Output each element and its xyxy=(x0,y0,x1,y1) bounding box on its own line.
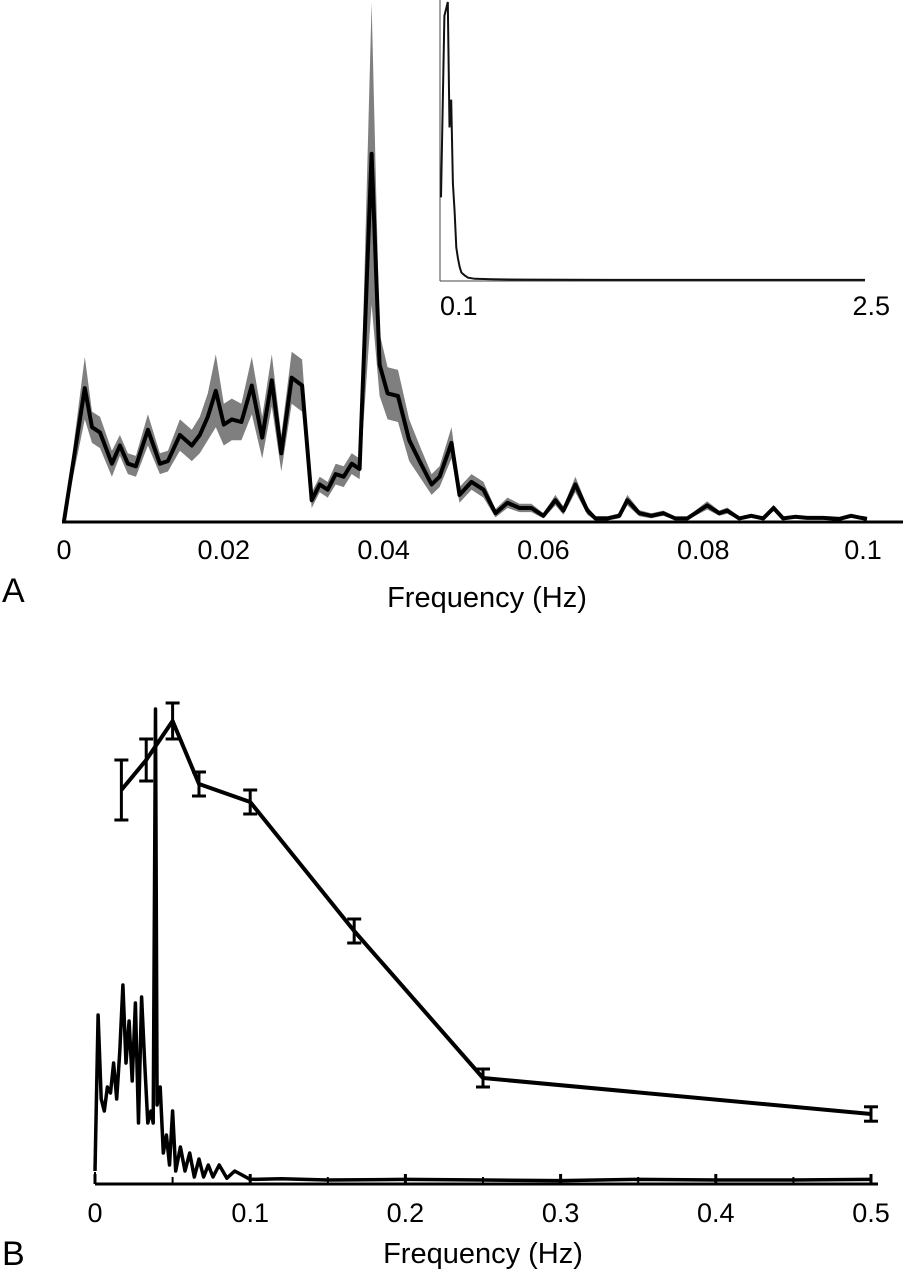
panel-a-spread-band xyxy=(64,2,867,522)
panel-b-spectrum-line xyxy=(93,707,872,1183)
panel-b-x-tick-label: 0.1 xyxy=(231,1198,269,1228)
panel-b-error-bar xyxy=(139,737,154,783)
panel-a-chart: 0 0.02 0.04 0.06 0.08 0.1 xyxy=(56,2,903,565)
panel-a-inset-tick-label: 0.1 xyxy=(440,291,478,321)
panel-b-error-bar xyxy=(165,701,180,741)
panel-b-error-bar xyxy=(191,770,206,798)
panel-b-x-tick-label: 0.3 xyxy=(542,1198,580,1228)
panel-a-inset-tick-label: 2.5 xyxy=(852,291,890,321)
panel-b-error-bar xyxy=(114,758,129,822)
panel-a-x-axis-label: Frequency (Hz) xyxy=(387,582,587,614)
panel-a-x-tick-label: 0 xyxy=(56,535,71,565)
panel-b-mean-line xyxy=(119,719,872,1116)
panel-a-x-tick-label: 0.02 xyxy=(198,535,251,565)
panel-a-x-tick-label: 0.08 xyxy=(677,535,730,565)
panel-b-error-bar xyxy=(864,1105,878,1123)
panel-b-error-bar xyxy=(347,917,362,945)
panel-a-inset-chart: 0.1 2.5 xyxy=(439,0,890,321)
panel-a-x-tick-label: 0.06 xyxy=(517,535,570,565)
panel-b-error-bar xyxy=(243,788,258,816)
panel-a-inset-line xyxy=(440,1,865,281)
panel-a-x-tick-label: 0.1 xyxy=(844,535,882,565)
panel-a-x-tick-label: 0.04 xyxy=(357,535,410,565)
panel-b-x-tick-label: 0.5 xyxy=(852,1198,890,1228)
panel-b-x-tick-label: 0.4 xyxy=(697,1198,735,1228)
panel-b-x-axis-label: Frequency (Hz) xyxy=(383,1238,583,1270)
panel-b-x-tick-label: 0.2 xyxy=(387,1198,425,1228)
panel-a-mean-line xyxy=(62,151,868,522)
panel-b-letter: B xyxy=(2,1235,25,1273)
panel-a-letter: A xyxy=(2,572,25,610)
panel-b-chart: 0 0.1 0.2 0.3 0.4 0.5 xyxy=(87,701,890,1228)
panel-b-x-tick-label: 0 xyxy=(87,1198,102,1228)
panel-b-error-bar xyxy=(476,1067,490,1089)
